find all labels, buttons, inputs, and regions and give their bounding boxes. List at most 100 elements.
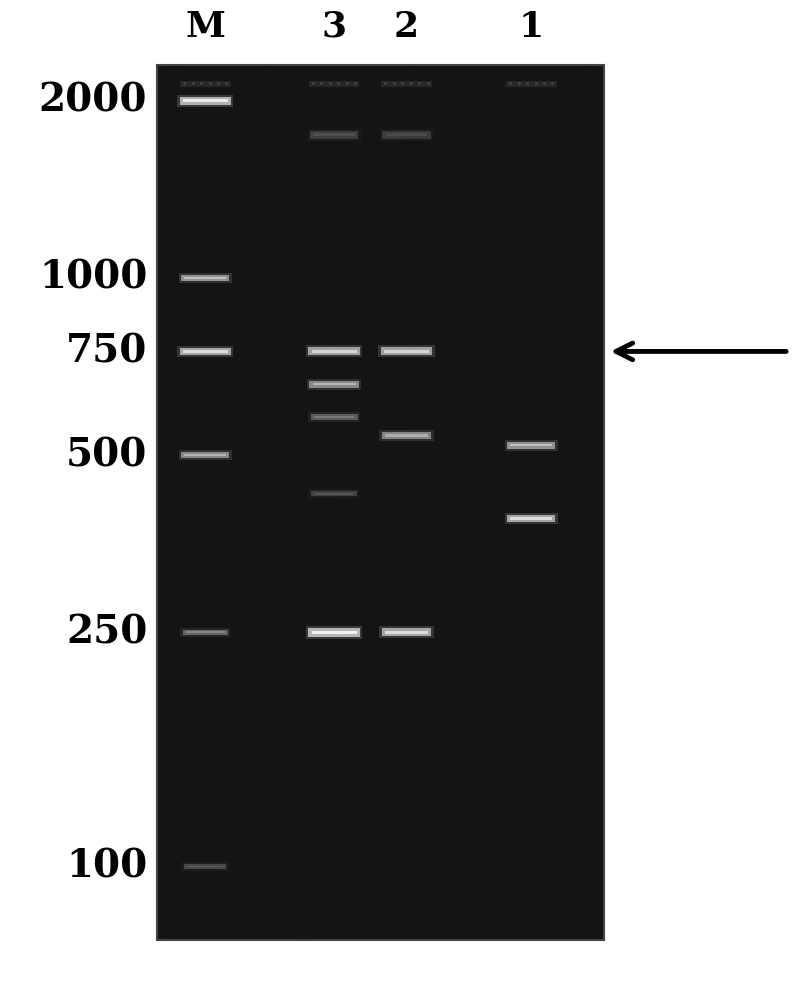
Point	[165, 722, 178, 738]
Bar	[309, 81, 359, 87]
Point	[369, 581, 382, 597]
Point	[454, 876, 467, 892]
Point	[514, 219, 526, 235]
Point	[567, 757, 580, 773]
Point	[245, 641, 258, 657]
Point	[543, 787, 555, 803]
Point	[394, 397, 407, 413]
Point	[569, 563, 582, 579]
Point	[206, 837, 219, 853]
Point	[249, 572, 262, 588]
Point	[423, 160, 436, 176]
Point	[184, 213, 196, 229]
Point	[232, 471, 245, 487]
Point	[432, 212, 445, 228]
Point	[169, 113, 182, 129]
Point	[526, 417, 539, 433]
Point	[173, 233, 186, 249]
Point	[188, 266, 201, 282]
Point	[194, 378, 207, 394]
Point	[578, 272, 591, 288]
Point	[213, 412, 226, 428]
Point	[248, 656, 261, 672]
Point	[572, 666, 584, 682]
Point	[190, 870, 203, 886]
Point	[235, 596, 248, 612]
Point	[157, 864, 170, 880]
Point	[381, 162, 394, 178]
Point	[213, 461, 226, 477]
Point	[312, 312, 325, 328]
Point	[368, 567, 381, 583]
Point	[505, 787, 518, 803]
Point	[358, 867, 371, 883]
Point	[410, 485, 423, 501]
Point	[591, 209, 604, 225]
Point	[554, 542, 567, 558]
Point	[296, 525, 309, 541]
Point	[293, 826, 306, 842]
Point	[524, 593, 537, 609]
Point	[429, 612, 442, 628]
Point	[236, 913, 249, 929]
Point	[497, 469, 510, 485]
Point	[394, 634, 407, 650]
Point	[585, 109, 598, 125]
Point	[369, 137, 382, 153]
Point	[515, 610, 528, 626]
Point	[497, 210, 510, 226]
Point	[324, 485, 337, 501]
Point	[417, 267, 430, 283]
Point	[446, 718, 459, 734]
Point	[371, 469, 384, 485]
Point	[567, 182, 580, 198]
Point	[195, 816, 208, 832]
Point	[396, 407, 409, 423]
Point	[306, 426, 319, 442]
Point	[325, 313, 338, 329]
Point	[196, 688, 208, 704]
Point	[391, 691, 404, 707]
Point	[448, 884, 461, 900]
Point	[557, 362, 570, 378]
Point	[406, 676, 419, 692]
Point	[561, 88, 574, 104]
Point	[411, 857, 424, 873]
Point	[250, 930, 263, 946]
Point	[164, 266, 177, 282]
Point	[552, 393, 565, 409]
Point	[293, 77, 306, 93]
Point	[176, 539, 189, 555]
Point	[510, 730, 522, 746]
Point	[457, 166, 470, 182]
Point	[494, 851, 507, 867]
Point	[228, 278, 241, 294]
Point	[220, 614, 233, 630]
Point	[246, 199, 258, 215]
Point	[407, 711, 419, 727]
Point	[152, 453, 165, 469]
Point	[550, 618, 563, 634]
Point	[181, 74, 194, 90]
Point	[157, 164, 170, 180]
Point	[470, 60, 483, 76]
Point	[326, 169, 339, 185]
Point	[243, 323, 256, 339]
Point	[319, 525, 332, 541]
Point	[208, 131, 221, 147]
Point	[222, 734, 235, 750]
Point	[542, 826, 555, 842]
Point	[250, 577, 263, 593]
Point	[554, 667, 567, 683]
Point	[271, 467, 284, 483]
Point	[405, 831, 418, 847]
Point	[383, 817, 396, 833]
Point	[533, 387, 546, 403]
Point	[351, 899, 364, 915]
Point	[296, 560, 309, 576]
Point	[386, 522, 399, 538]
Point	[419, 626, 432, 642]
Point	[464, 351, 477, 367]
Point	[573, 558, 586, 574]
Point	[407, 74, 419, 90]
